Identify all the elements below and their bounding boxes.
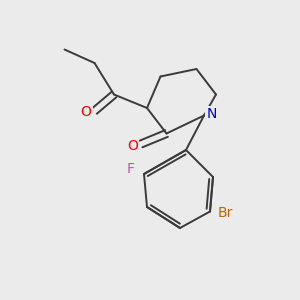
Text: N: N xyxy=(206,107,217,121)
Text: O: O xyxy=(81,106,92,119)
Text: O: O xyxy=(127,139,138,153)
Text: F: F xyxy=(127,163,134,176)
Text: Br: Br xyxy=(217,206,233,220)
